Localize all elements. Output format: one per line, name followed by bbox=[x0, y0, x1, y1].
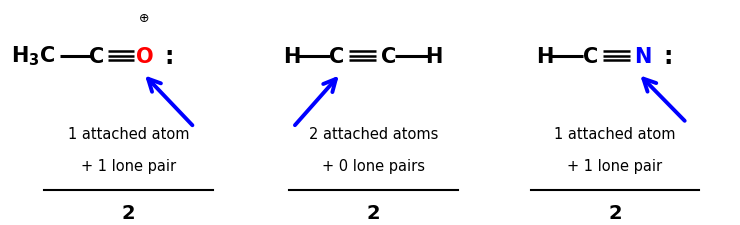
Text: C: C bbox=[583, 46, 599, 66]
Text: O: O bbox=[135, 46, 153, 66]
Text: 2: 2 bbox=[121, 203, 135, 222]
Text: + 1 lone pair: + 1 lone pair bbox=[81, 158, 176, 173]
Text: ⊕: ⊕ bbox=[139, 12, 149, 25]
Text: 2 attached atoms: 2 attached atoms bbox=[309, 127, 438, 142]
Text: C: C bbox=[329, 46, 345, 66]
Text: C: C bbox=[380, 46, 396, 66]
Text: C: C bbox=[90, 46, 104, 66]
Text: 2: 2 bbox=[608, 203, 622, 222]
Text: 1 attached atom: 1 attached atom bbox=[554, 127, 676, 142]
Text: H: H bbox=[283, 46, 300, 66]
Text: H: H bbox=[536, 46, 554, 66]
Text: + 0 lone pairs: + 0 lone pairs bbox=[322, 158, 425, 173]
Text: :: : bbox=[663, 45, 673, 68]
Text: H: H bbox=[425, 46, 443, 66]
Text: + 1 lone pair: + 1 lone pair bbox=[568, 158, 662, 173]
Text: :: : bbox=[165, 45, 174, 68]
Text: N: N bbox=[634, 46, 651, 66]
Text: $\mathbf{H_3C}$: $\mathbf{H_3C}$ bbox=[11, 45, 56, 68]
Text: 2: 2 bbox=[367, 203, 380, 222]
Text: 1 attached atom: 1 attached atom bbox=[68, 127, 189, 142]
